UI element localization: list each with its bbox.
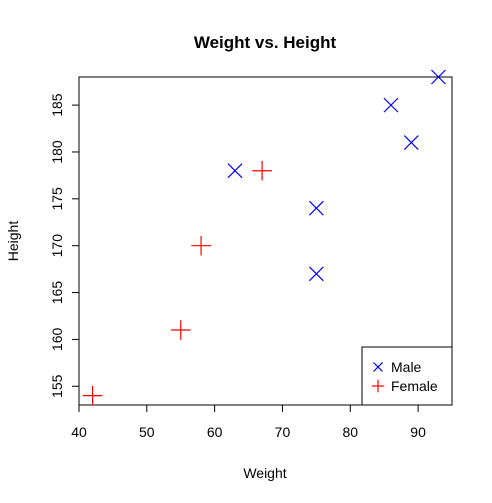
legend-entry-label: Female: [391, 378, 438, 394]
x-tick-label: 80: [342, 424, 358, 440]
legend-box: [361, 346, 453, 406]
plot-frame: [78, 76, 453, 406]
y-tick-label: 160: [49, 328, 65, 352]
x-axis-label: Weight: [243, 465, 286, 481]
x-axis: 40 50 60 70 80 90: [71, 405, 426, 440]
y-axis: 155 160 165 170 175 180 185: [49, 93, 79, 398]
y-axis-label: Height: [5, 221, 21, 262]
male-point: [308, 200, 324, 216]
male-point: [403, 135, 419, 151]
male-point: [383, 97, 399, 113]
x-tick-label: 50: [139, 424, 155, 440]
male-point: [227, 163, 243, 179]
x-tick-label: 90: [410, 424, 426, 440]
legend-x-icon: [373, 362, 383, 372]
x-tick-label: 40: [71, 424, 87, 440]
y-tick-label: 185: [49, 93, 65, 117]
female-point: [170, 320, 191, 340]
data-points: [82, 69, 446, 406]
x-tick-label: 70: [275, 424, 291, 440]
male-point: [308, 266, 324, 282]
x-tick-label: 60: [207, 424, 223, 440]
y-tick-label: 180: [49, 140, 65, 164]
legend-plus-icon: [371, 379, 385, 393]
female-point: [191, 235, 211, 256]
chart-title: Weight vs. Height: [194, 33, 337, 52]
male-point: [431, 69, 446, 85]
y-tick-label: 170: [49, 234, 65, 258]
y-tick-label: 165: [49, 281, 65, 305]
female-point: [252, 160, 272, 181]
y-tick-label: 155: [49, 374, 65, 398]
y-tick-label: 175: [49, 187, 65, 211]
legend: Male Female: [361, 346, 453, 406]
legend-entry-label: Male: [391, 359, 422, 375]
female-point: [82, 385, 103, 406]
